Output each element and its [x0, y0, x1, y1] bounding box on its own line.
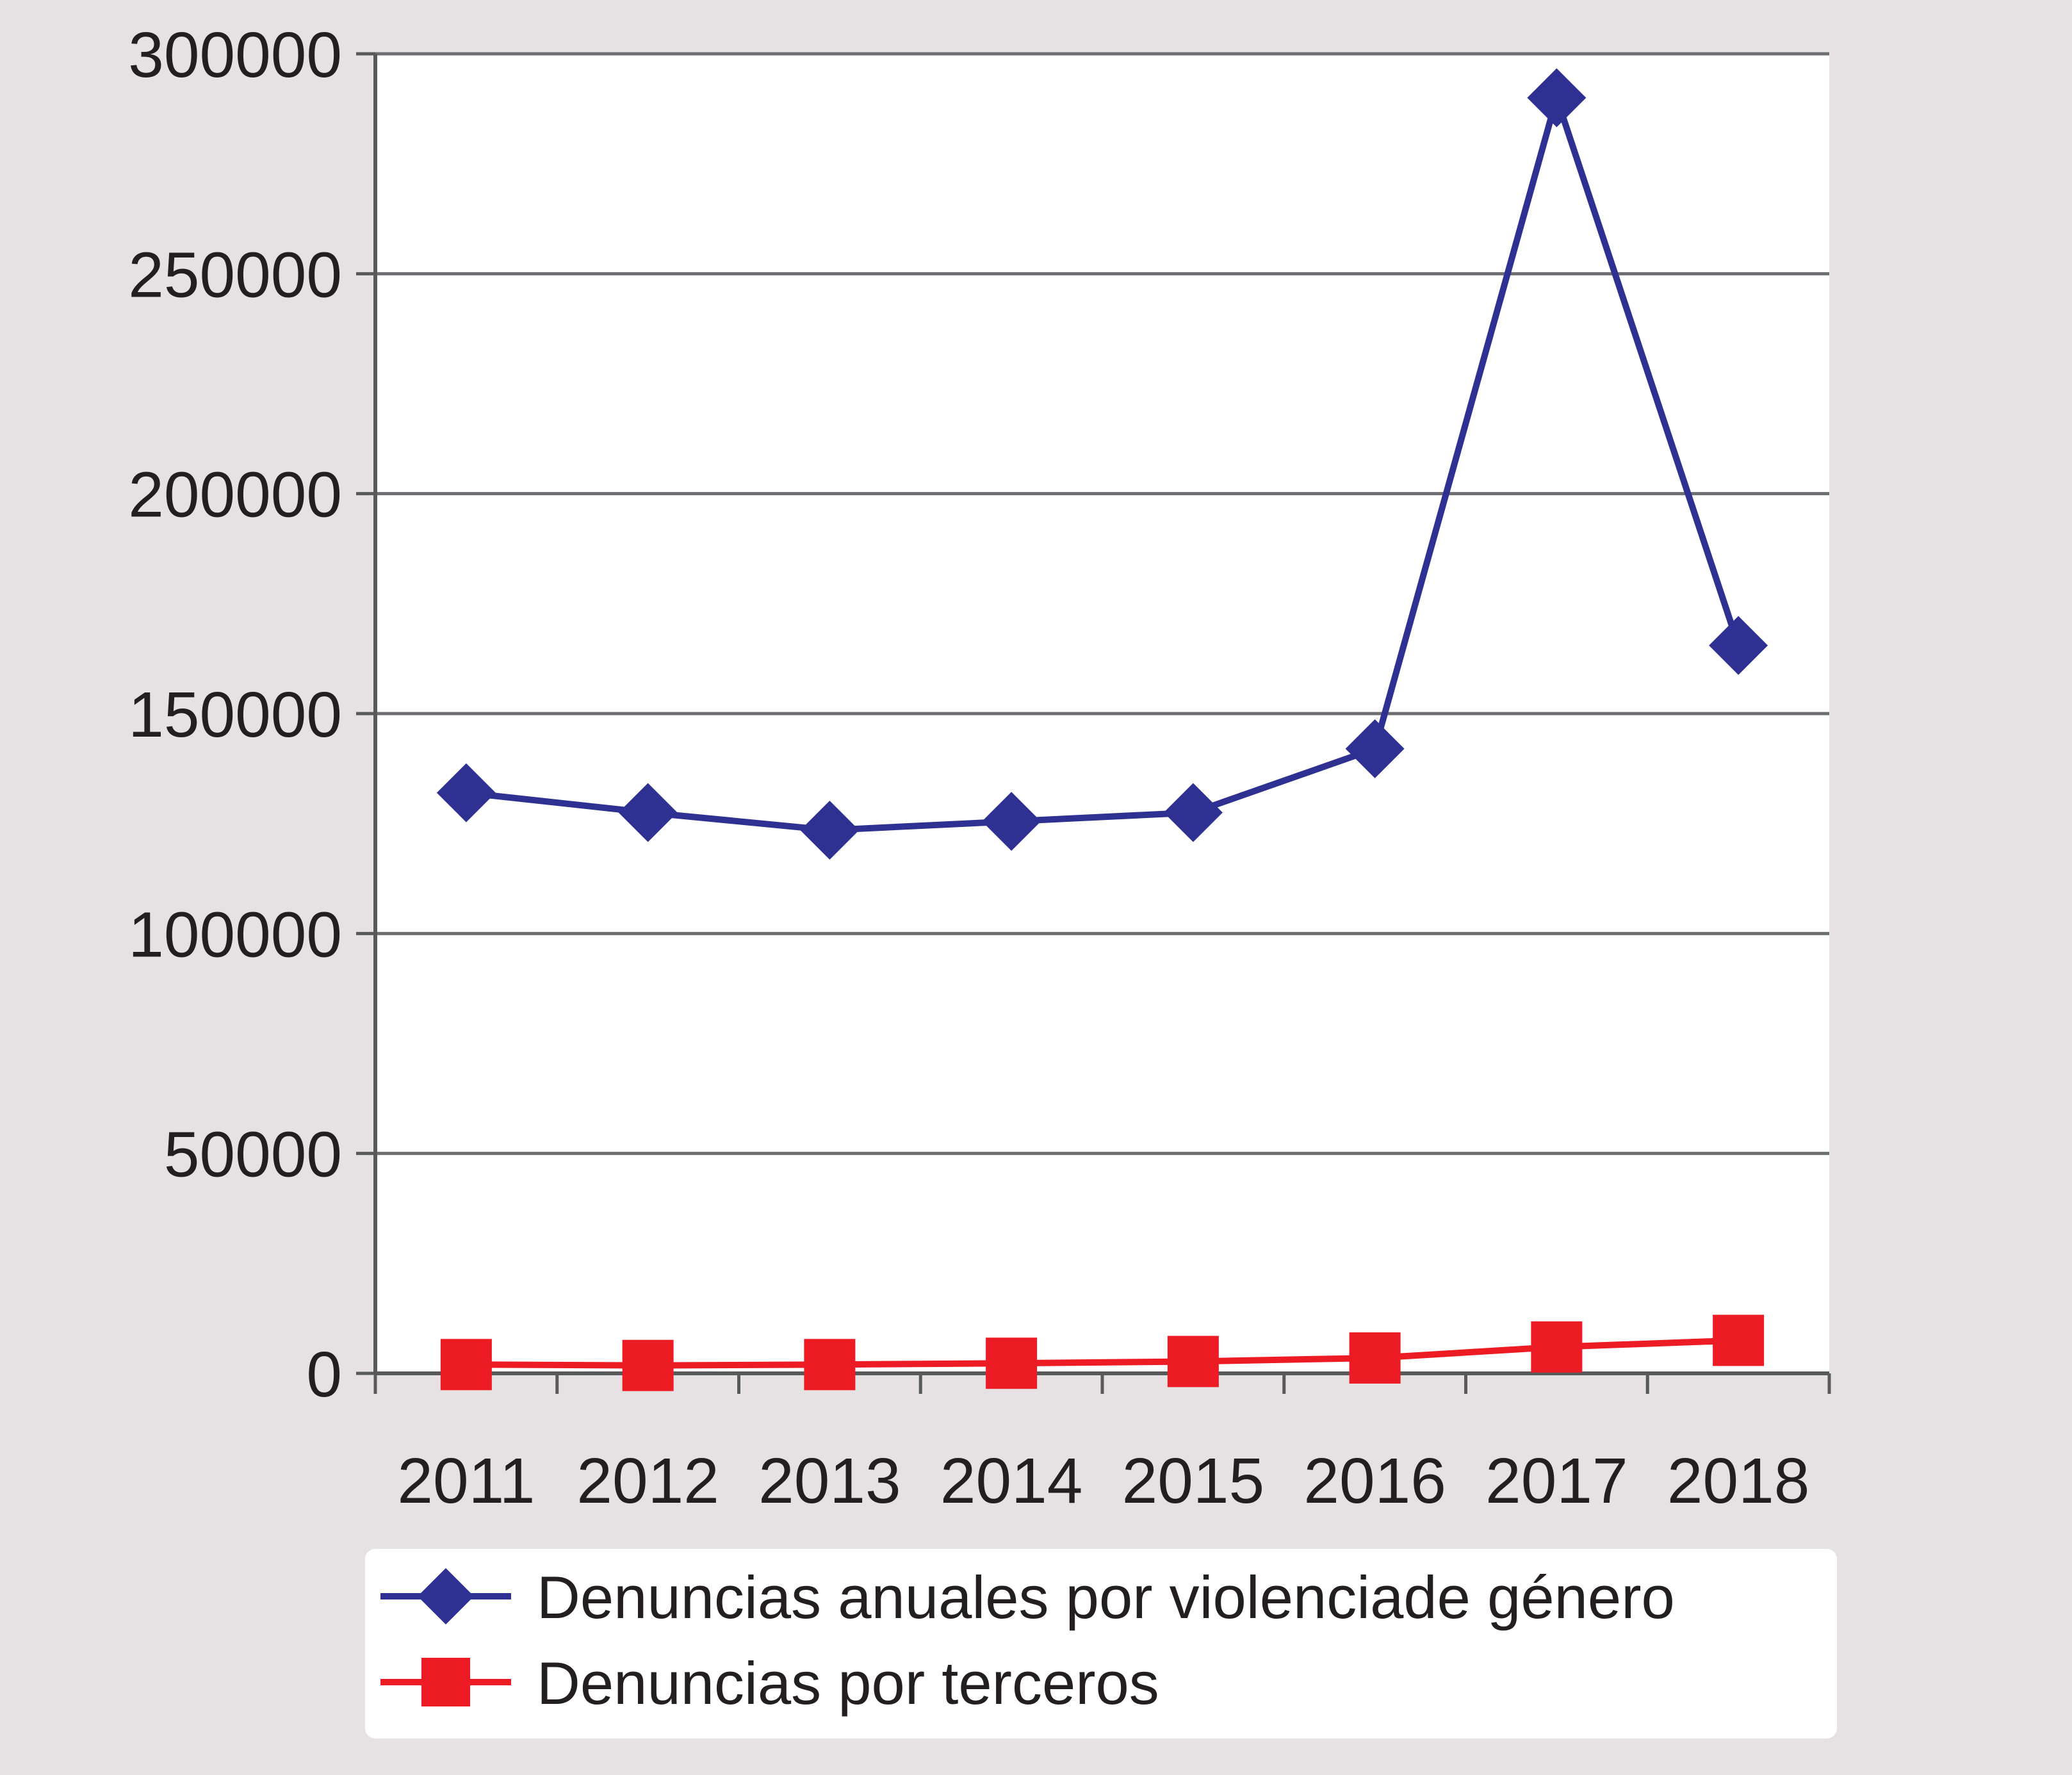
series-line [466, 94, 1742, 833]
data-point-square [622, 1339, 674, 1391]
y-tick-label: 200000 [128, 459, 342, 531]
data-point-square [986, 1337, 1038, 1389]
legend-label: Denuncias anuales por violenciade género [537, 1564, 1675, 1631]
data-point-diamond [1709, 616, 1768, 675]
data-point-diamond [982, 792, 1041, 851]
x-tick-label: 2013 [758, 1445, 901, 1517]
axes [356, 52, 1831, 1394]
data-point-diamond [800, 800, 860, 860]
x-tick-label: 2011 [397, 1445, 535, 1517]
series-2 [440, 1314, 1765, 1391]
data-point-square [1531, 1321, 1583, 1373]
series-line [466, 1337, 1739, 1369]
y-tick-label: 50000 [164, 1119, 342, 1191]
data-point-square [804, 1339, 856, 1391]
legend-label: Denuncias por terceros [537, 1649, 1159, 1717]
x-tick-label: 2016 [1303, 1445, 1446, 1517]
y-tick-label: 0 [306, 1339, 342, 1411]
series-1 [436, 68, 1768, 860]
data-point-diamond [436, 763, 496, 822]
x-tick-labels: 2011 2012 2013 2014 2015 2016 2017 2018 [397, 1445, 1809, 1517]
x-tick-label: 2014 [940, 1445, 1082, 1517]
gridlines [375, 52, 1829, 1156]
legend-box [365, 1549, 1837, 1738]
data-point-diamond [618, 783, 678, 842]
legend: Denuncias anuales por violenciade género… [365, 1549, 1837, 1738]
data-point-square [440, 1339, 492, 1391]
y-tick-label: 300000 [128, 19, 342, 91]
legend-marker-diamond [418, 1568, 474, 1624]
y-tick-label: 150000 [128, 679, 342, 751]
legend-item: Denuncias por terceros [380, 1649, 1159, 1717]
y-tick-label: 250000 [128, 239, 342, 311]
x-tick-label: 2012 [576, 1445, 719, 1517]
legend-marker-square [421, 1658, 470, 1706]
y-tick-label: 100000 [128, 899, 342, 970]
data-point-square [1349, 1332, 1401, 1384]
x-tick-label: 2018 [1667, 1445, 1809, 1517]
legend-item: Denuncias anuales por violenciade género [380, 1564, 1675, 1631]
series-group [436, 68, 1768, 1391]
data-point-square [1167, 1336, 1219, 1387]
data-point-square [1713, 1314, 1765, 1366]
data-point-diamond [1527, 68, 1587, 127]
y-tick-labels: 300000 250000 200000 150000 100000 50000 0 [128, 19, 342, 1411]
x-tick-label: 2015 [1122, 1445, 1264, 1517]
data-point-diamond [1345, 719, 1405, 778]
x-tick-label: 2017 [1485, 1445, 1627, 1517]
data-point-diamond [1163, 783, 1223, 842]
